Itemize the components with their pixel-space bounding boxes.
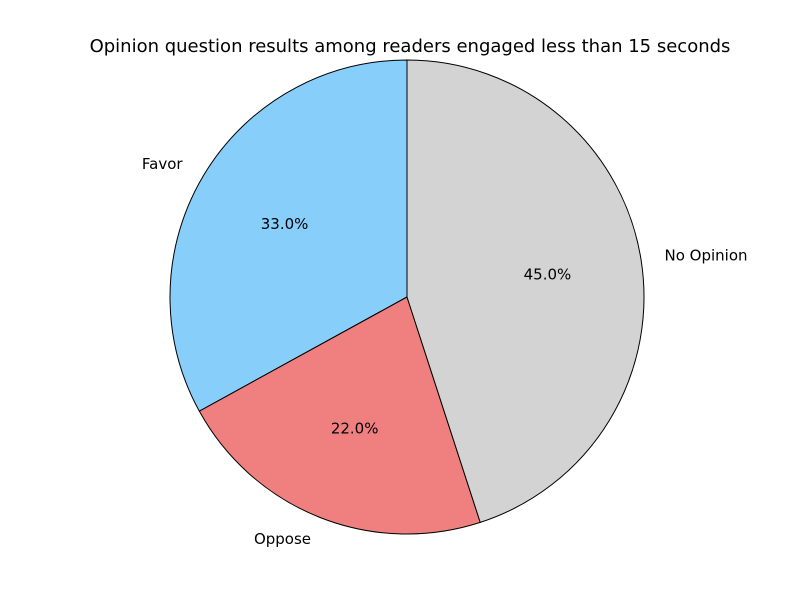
chart-title: Opinion question results among readers e… (90, 36, 731, 57)
slice-label: Favor (142, 155, 183, 173)
value-label: 45.0% (524, 265, 572, 283)
pie-slice (198, 296, 481, 535)
slice-label: Oppose (254, 530, 311, 548)
value-label: 22.0% (331, 420, 379, 438)
slice-label: No Opinion (664, 247, 747, 265)
pie-slice (406, 59, 645, 524)
pie-slice (169, 59, 408, 412)
value-label: 33.0% (261, 215, 309, 233)
